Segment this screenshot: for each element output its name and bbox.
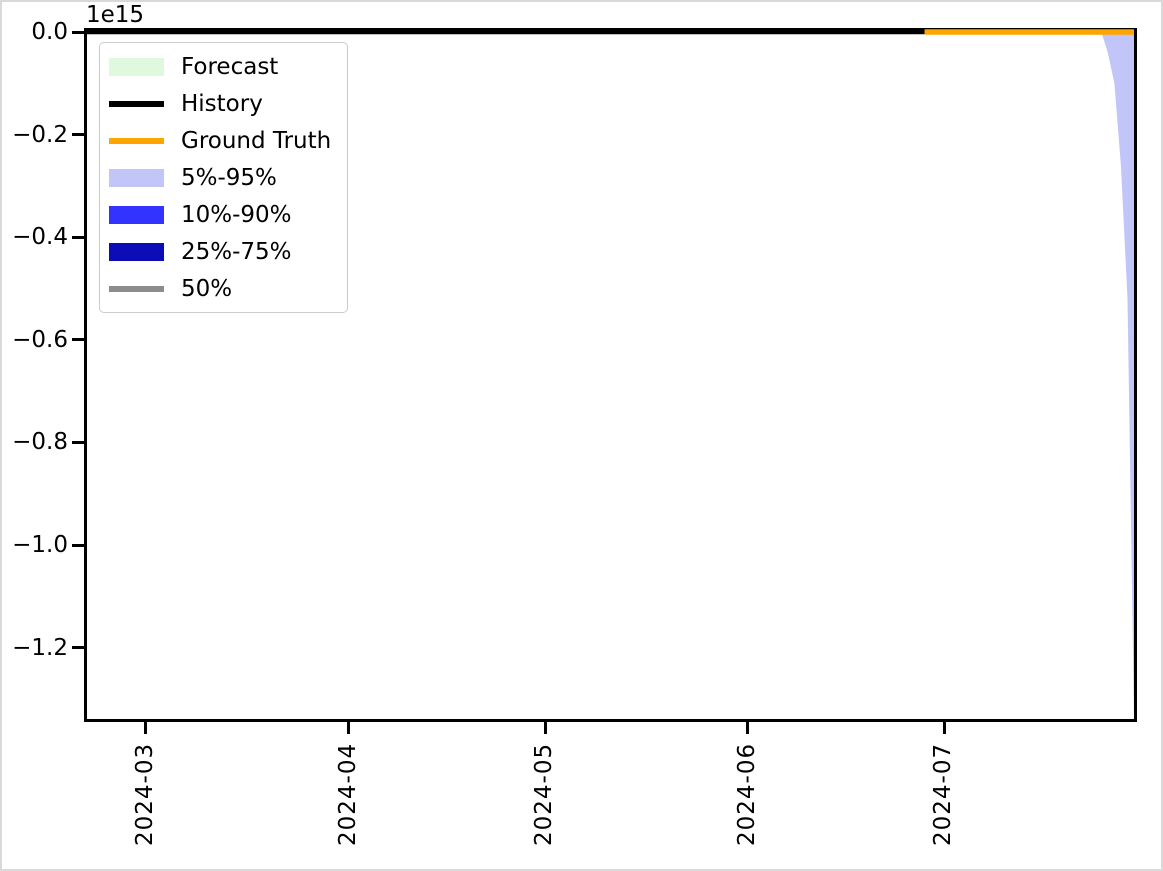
- x-tick-mark: [543, 722, 547, 734]
- x-tick-label: 2024-06: [733, 742, 760, 846]
- x-tick-label: 2024-03: [131, 742, 158, 846]
- band-5%-95%: [924, 32, 1134, 718]
- legend-label: 25%-75%: [181, 238, 292, 265]
- legend-swatch-icon: [109, 137, 164, 144]
- legend-row: History: [109, 85, 331, 122]
- y-tick-label: −0.2: [12, 121, 68, 148]
- legend-label: History: [181, 90, 263, 117]
- legend-label: 50%: [181, 275, 233, 302]
- legend-swatch-icon: [109, 205, 164, 224]
- y-tick-mark: [72, 133, 85, 137]
- x-tick-mark: [347, 722, 351, 734]
- y-tick-mark: [72, 440, 85, 444]
- legend-label: 5%-95%: [181, 164, 277, 191]
- x-tick-mark: [144, 722, 148, 734]
- y-tick-label: −1.0: [12, 532, 68, 559]
- y-axis-offset-label: 1e15: [86, 2, 145, 28]
- legend: Forecast History Ground Truth 5%-95% 10%-90%…: [99, 42, 349, 313]
- y-tick-mark: [72, 646, 85, 650]
- y-tick-mark: [72, 30, 85, 34]
- legend-row: Forecast: [109, 48, 331, 85]
- y-tick-label: 0.0: [31, 19, 68, 45]
- legend-row: 25%-75%: [109, 233, 331, 270]
- y-tick-label: −0.8: [12, 429, 68, 456]
- x-tick-label: 2024-04: [334, 742, 361, 846]
- legend-label: Forecast: [181, 53, 279, 80]
- legend-row: 50%: [109, 270, 331, 307]
- legend-row: Ground Truth: [109, 122, 331, 159]
- y-tick-mark: [72, 543, 85, 547]
- legend-swatch-icon: [109, 100, 164, 107]
- legend-swatch-icon: [109, 285, 164, 292]
- legend-swatch-icon: [109, 57, 164, 76]
- legend-row: 5%-95%: [109, 159, 331, 196]
- y-tick-mark: [72, 338, 85, 342]
- y-tick-label: −0.4: [12, 224, 68, 251]
- legend-swatch-icon: [109, 168, 164, 187]
- y-tick-mark: [72, 235, 85, 239]
- legend-row: 10%-90%: [109, 196, 331, 233]
- y-tick-label: −1.2: [12, 634, 68, 661]
- legend-label: 10%-90%: [181, 201, 292, 228]
- legend-swatch-icon: [109, 242, 164, 261]
- y-tick-label: −0.6: [12, 326, 68, 353]
- x-tick-mark: [942, 722, 946, 734]
- x-tick-mark: [746, 722, 750, 734]
- x-tick-label: 2024-05: [531, 742, 558, 846]
- legend-label: Ground Truth: [181, 127, 332, 154]
- x-tick-label: 2024-07: [930, 742, 957, 846]
